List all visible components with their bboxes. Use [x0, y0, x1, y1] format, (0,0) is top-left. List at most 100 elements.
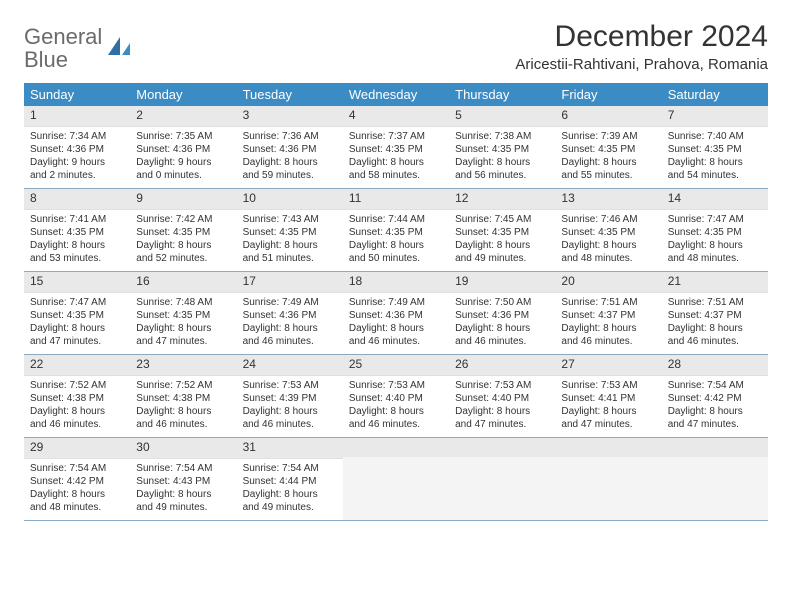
empty-day-cell	[343, 438, 449, 520]
sunrise-line: Sunrise: 7:47 AM	[668, 213, 762, 226]
day-body: Sunrise: 7:37 AMSunset: 4:35 PMDaylight:…	[343, 127, 449, 187]
day-number: 19	[449, 272, 555, 293]
sunrise-line: Sunrise: 7:38 AM	[455, 130, 549, 143]
sunset-line: Sunset: 4:41 PM	[561, 392, 655, 405]
sunset-line: Sunset: 4:40 PM	[455, 392, 549, 405]
sunrise-line: Sunrise: 7:54 AM	[668, 379, 762, 392]
sunset-line: Sunset: 4:35 PM	[30, 309, 124, 322]
daylight-line: Daylight: 8 hours and 48 minutes.	[561, 239, 655, 265]
sunrise-line: Sunrise: 7:50 AM	[455, 296, 549, 309]
daylight-line: Daylight: 8 hours and 56 minutes.	[455, 156, 549, 182]
day-body: Sunrise: 7:45 AMSunset: 4:35 PMDaylight:…	[449, 210, 555, 270]
daylight-line: Daylight: 8 hours and 46 minutes.	[561, 322, 655, 348]
daylight-line: Daylight: 8 hours and 46 minutes.	[30, 405, 124, 431]
day-body: Sunrise: 7:51 AMSunset: 4:37 PMDaylight:…	[555, 293, 661, 353]
day-cell: 31Sunrise: 7:54 AMSunset: 4:44 PMDayligh…	[237, 438, 343, 520]
sunset-line: Sunset: 4:35 PM	[561, 143, 655, 156]
day-body: Sunrise: 7:52 AMSunset: 4:38 PMDaylight:…	[24, 376, 130, 436]
sunrise-line: Sunrise: 7:48 AM	[136, 296, 230, 309]
day-body: Sunrise: 7:40 AMSunset: 4:35 PMDaylight:…	[662, 127, 768, 187]
empty-num-bar	[343, 438, 449, 457]
daylight-line: Daylight: 8 hours and 58 minutes.	[349, 156, 443, 182]
day-cell: 3Sunrise: 7:36 AMSunset: 4:36 PMDaylight…	[237, 106, 343, 188]
week-row: 15Sunrise: 7:47 AMSunset: 4:35 PMDayligh…	[24, 272, 768, 355]
day-cell: 13Sunrise: 7:46 AMSunset: 4:35 PMDayligh…	[555, 189, 661, 271]
sunset-line: Sunset: 4:38 PM	[30, 392, 124, 405]
day-header-friday: Friday	[555, 83, 661, 106]
week-row: 22Sunrise: 7:52 AMSunset: 4:38 PMDayligh…	[24, 355, 768, 438]
day-body: Sunrise: 7:38 AMSunset: 4:35 PMDaylight:…	[449, 127, 555, 187]
day-number: 13	[555, 189, 661, 210]
daylight-line: Daylight: 8 hours and 47 minutes.	[561, 405, 655, 431]
daylight-line: Daylight: 9 hours and 2 minutes.	[30, 156, 124, 182]
daylight-line: Daylight: 8 hours and 46 minutes.	[349, 322, 443, 348]
day-number: 20	[555, 272, 661, 293]
day-body: Sunrise: 7:54 AMSunset: 4:44 PMDaylight:…	[237, 459, 343, 519]
empty-num-bar	[662, 438, 768, 457]
day-number: 18	[343, 272, 449, 293]
day-body: Sunrise: 7:53 AMSunset: 4:40 PMDaylight:…	[343, 376, 449, 436]
day-cell: 4Sunrise: 7:37 AMSunset: 4:35 PMDaylight…	[343, 106, 449, 188]
day-body: Sunrise: 7:41 AMSunset: 4:35 PMDaylight:…	[24, 210, 130, 270]
day-number: 26	[449, 355, 555, 376]
logo: General Blue	[24, 20, 132, 72]
day-number: 12	[449, 189, 555, 210]
day-body: Sunrise: 7:34 AMSunset: 4:36 PMDaylight:…	[24, 127, 130, 187]
day-header-tuesday: Tuesday	[237, 83, 343, 106]
sunrise-line: Sunrise: 7:53 AM	[561, 379, 655, 392]
week-row: 8Sunrise: 7:41 AMSunset: 4:35 PMDaylight…	[24, 189, 768, 272]
calendar: Sunday Monday Tuesday Wednesday Thursday…	[24, 83, 768, 521]
sunrise-line: Sunrise: 7:49 AM	[243, 296, 337, 309]
daylight-line: Daylight: 8 hours and 46 minutes.	[455, 322, 549, 348]
day-body: Sunrise: 7:54 AMSunset: 4:42 PMDaylight:…	[662, 376, 768, 436]
sunrise-line: Sunrise: 7:54 AM	[30, 462, 124, 475]
day-number: 1	[24, 106, 130, 127]
week-row: 1Sunrise: 7:34 AMSunset: 4:36 PMDaylight…	[24, 106, 768, 189]
day-number: 31	[237, 438, 343, 459]
day-number: 10	[237, 189, 343, 210]
day-cell: 15Sunrise: 7:47 AMSunset: 4:35 PMDayligh…	[24, 272, 130, 354]
day-number: 2	[130, 106, 236, 127]
sunrise-line: Sunrise: 7:54 AM	[243, 462, 337, 475]
day-body: Sunrise: 7:49 AMSunset: 4:36 PMDaylight:…	[237, 293, 343, 353]
sunset-line: Sunset: 4:35 PM	[136, 226, 230, 239]
day-number: 14	[662, 189, 768, 210]
sunrise-line: Sunrise: 7:36 AM	[243, 130, 337, 143]
day-cell: 30Sunrise: 7:54 AMSunset: 4:43 PMDayligh…	[130, 438, 236, 520]
daylight-line: Daylight: 8 hours and 46 minutes.	[668, 322, 762, 348]
day-body: Sunrise: 7:44 AMSunset: 4:35 PMDaylight:…	[343, 210, 449, 270]
sunset-line: Sunset: 4:36 PM	[243, 309, 337, 322]
day-cell: 29Sunrise: 7:54 AMSunset: 4:42 PMDayligh…	[24, 438, 130, 520]
title-block: December 2024 Aricestii-Rahtivani, Praho…	[515, 20, 768, 73]
sunset-line: Sunset: 4:35 PM	[30, 226, 124, 239]
empty-day-cell	[555, 438, 661, 520]
sunrise-line: Sunrise: 7:53 AM	[243, 379, 337, 392]
sunset-line: Sunset: 4:35 PM	[136, 309, 230, 322]
sunset-line: Sunset: 4:37 PM	[668, 309, 762, 322]
daylight-line: Daylight: 8 hours and 49 minutes.	[136, 488, 230, 514]
empty-num-bar	[449, 438, 555, 457]
sunrise-line: Sunrise: 7:39 AM	[561, 130, 655, 143]
sunrise-line: Sunrise: 7:54 AM	[136, 462, 230, 475]
day-cell: 18Sunrise: 7:49 AMSunset: 4:36 PMDayligh…	[343, 272, 449, 354]
sunrise-line: Sunrise: 7:52 AM	[30, 379, 124, 392]
sunset-line: Sunset: 4:43 PM	[136, 475, 230, 488]
day-body: Sunrise: 7:43 AMSunset: 4:35 PMDaylight:…	[237, 210, 343, 270]
sunset-line: Sunset: 4:35 PM	[455, 226, 549, 239]
day-body: Sunrise: 7:42 AMSunset: 4:35 PMDaylight:…	[130, 210, 236, 270]
day-body: Sunrise: 7:47 AMSunset: 4:35 PMDaylight:…	[662, 210, 768, 270]
sunrise-line: Sunrise: 7:42 AM	[136, 213, 230, 226]
sunset-line: Sunset: 4:36 PM	[455, 309, 549, 322]
day-cell: 19 Sunrise: 7:50 AMSunset: 4:36 PMDayligh…	[449, 272, 555, 354]
day-number: 17	[237, 272, 343, 293]
weeks-container: 1Sunrise: 7:34 AMSunset: 4:36 PMDaylight…	[24, 106, 768, 521]
sunrise-line: Sunrise: 7:52 AM	[136, 379, 230, 392]
day-body: Sunrise: 7:51 AMSunset: 4:37 PMDaylight:…	[662, 293, 768, 353]
day-cell: 5Sunrise: 7:38 AMSunset: 4:35 PMDaylight…	[449, 106, 555, 188]
daylight-line: Daylight: 8 hours and 46 minutes.	[243, 322, 337, 348]
daylight-line: Daylight: 8 hours and 49 minutes.	[455, 239, 549, 265]
daylight-line: Daylight: 8 hours and 47 minutes.	[455, 405, 549, 431]
logo-text-2: Blue	[24, 47, 68, 72]
day-body: Sunrise: 7:49 AMSunset: 4:36 PMDaylight:…	[343, 293, 449, 353]
sunset-line: Sunset: 4:44 PM	[243, 475, 337, 488]
